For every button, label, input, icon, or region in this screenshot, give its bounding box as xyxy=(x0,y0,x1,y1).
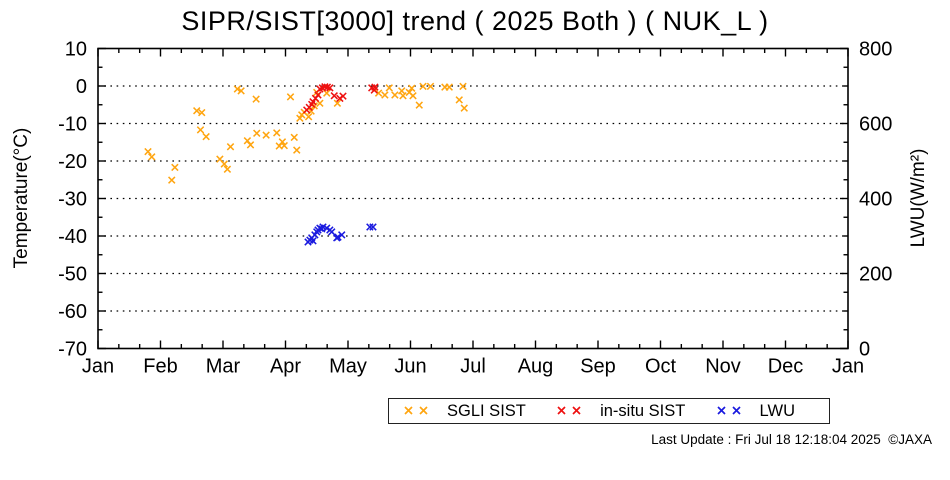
y-right-axis-title: LWU(W/m²) xyxy=(908,149,929,248)
data-point xyxy=(226,143,235,151)
data-point xyxy=(223,165,232,173)
data-point xyxy=(278,138,287,146)
tick-label: Sep xyxy=(580,356,616,378)
data-point xyxy=(198,108,206,117)
tick-label: Jul xyxy=(460,356,486,378)
legend-item-insitu-sist: in-situ SIST xyxy=(556,402,685,421)
data-point xyxy=(280,141,288,150)
insitu-sist-marker-icon xyxy=(557,406,581,415)
tick-label: Jan xyxy=(832,356,864,378)
data-point xyxy=(445,83,453,91)
tick-label: Oct xyxy=(645,356,677,378)
tick-label: -10 xyxy=(58,114,87,136)
data-point xyxy=(262,131,270,139)
data-point xyxy=(333,99,342,107)
tick-label: -40 xyxy=(58,226,87,248)
legend-item-lwu: LWU xyxy=(716,402,795,421)
data-point xyxy=(144,147,152,156)
data-point xyxy=(309,237,317,245)
data-point xyxy=(460,104,468,112)
tick-label: Nov xyxy=(705,356,741,378)
tick-label: Jan xyxy=(82,356,114,378)
data-point xyxy=(455,96,463,104)
data-point xyxy=(366,223,374,231)
tick-label: May xyxy=(329,356,367,378)
tick-label: -50 xyxy=(58,264,87,286)
tick-label: 0 xyxy=(76,76,87,98)
chart-title: SIPR/SIST[3000] trend ( 2025 Both ) ( NU… xyxy=(181,6,769,36)
data-point xyxy=(148,153,156,161)
data-point xyxy=(233,85,242,93)
data-point xyxy=(237,87,245,95)
last-update-text: Last Update : Fri Jul 18 12:18:04 2025 ©… xyxy=(651,432,932,447)
data-point xyxy=(381,91,389,99)
tick-label: -20 xyxy=(58,151,87,173)
tick-label: Jun xyxy=(394,356,426,378)
data-point xyxy=(339,92,347,100)
tick-label: 800 xyxy=(859,39,892,61)
tick-label: 200 xyxy=(859,264,892,286)
data-point xyxy=(293,146,301,154)
data-point xyxy=(334,233,342,241)
chart-layer: Jan Feb Mar Apr May Jun Jul Aug Sep Oct Nov Dec Jan 1… xyxy=(58,39,892,378)
data-point xyxy=(286,93,295,101)
data-point xyxy=(409,92,417,100)
legend-label-lwu: LWU xyxy=(759,401,795,420)
data-point xyxy=(369,223,377,231)
data-point xyxy=(326,84,334,92)
y-left-axis-title: Temperature(°C) xyxy=(11,128,32,269)
data-point xyxy=(338,231,346,239)
sgli-sist-marker-icon xyxy=(404,406,428,415)
data-point xyxy=(196,126,205,134)
tick-label: Feb xyxy=(143,356,177,378)
data-point xyxy=(399,92,407,100)
data-point xyxy=(374,89,383,97)
data-point xyxy=(246,141,255,149)
data-point xyxy=(459,82,467,91)
data-point xyxy=(304,113,313,121)
data-point xyxy=(202,132,210,141)
data-point xyxy=(168,176,176,184)
data-point xyxy=(371,83,379,91)
legend-item-sgli-sist: SGLI SIST xyxy=(403,402,526,421)
data-point xyxy=(171,163,179,172)
data-point xyxy=(419,82,427,91)
data-point xyxy=(391,91,399,99)
data-point xyxy=(314,91,322,99)
legend-label-insitu-sist: in-situ SIST xyxy=(600,401,686,420)
tick-label: 600 xyxy=(859,114,892,136)
legend: SGLI SIST in-situ SIST LWU xyxy=(388,398,830,424)
lwu-marker-icon xyxy=(716,406,741,415)
data-point xyxy=(273,129,281,137)
tick-label: Dec xyxy=(768,356,804,378)
tick-label: -60 xyxy=(58,301,87,323)
data-point xyxy=(193,107,201,115)
data-point xyxy=(426,82,435,91)
data-point xyxy=(328,228,336,236)
legend-label-sgli-sist: SGLI SIST xyxy=(447,401,526,420)
tick-label: -70 xyxy=(58,339,87,361)
tick-label: Apr xyxy=(270,356,301,378)
tick-label: 400 xyxy=(859,189,892,211)
tick-label: Aug xyxy=(518,356,554,378)
tick-label: 0 xyxy=(859,339,870,361)
data-point xyxy=(290,133,298,142)
data-point xyxy=(408,84,416,92)
data-point xyxy=(253,129,261,137)
tick-label: -30 xyxy=(58,189,87,211)
data-point xyxy=(220,160,228,168)
tick-label: Mar xyxy=(206,356,241,378)
data-point xyxy=(252,95,260,103)
data-point xyxy=(415,101,423,109)
data-point xyxy=(385,84,393,92)
tick-label: 10 xyxy=(65,39,87,61)
data-point xyxy=(330,92,338,100)
